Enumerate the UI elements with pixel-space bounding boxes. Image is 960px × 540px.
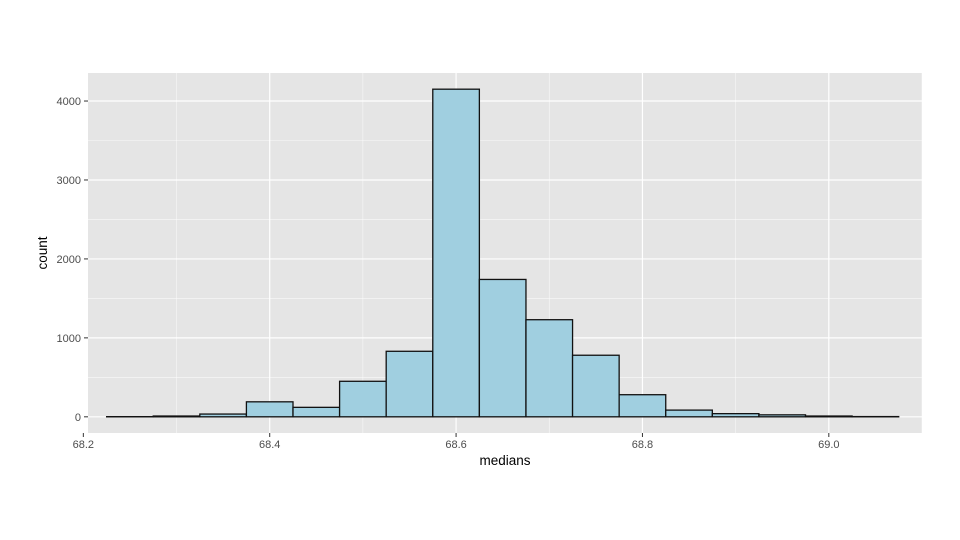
y-tick-label: 2000 xyxy=(57,254,81,266)
histogram-bar xyxy=(292,406,341,418)
x-axis: 68.2 68.4 68.6 68.8 69.0 xyxy=(73,433,840,451)
x-axis-title: medians xyxy=(479,453,530,468)
histogram-bar xyxy=(385,350,434,418)
x-tick-label: 69.0 xyxy=(818,439,839,451)
histogram-bar xyxy=(432,88,481,418)
histogram-bar xyxy=(478,278,527,418)
histogram-bars xyxy=(105,88,900,418)
x-tick-label: 68.2 xyxy=(73,439,94,451)
histogram-bar xyxy=(618,394,667,418)
histogram-bar xyxy=(525,319,574,418)
histogram-bar xyxy=(571,354,620,418)
histogram-bar xyxy=(338,380,387,418)
y-tick-label: 3000 xyxy=(57,175,81,187)
y-axis-title: count xyxy=(35,236,50,269)
y-axis: 0 1000 2000 3000 4000 xyxy=(57,96,88,424)
histogram-bar xyxy=(665,409,713,418)
x-tick-label: 68.4 xyxy=(259,439,280,451)
x-tick-label: 68.8 xyxy=(632,439,653,451)
histogram-bar xyxy=(152,415,201,418)
y-tick-label: 4000 xyxy=(57,96,81,108)
y-tick-label: 1000 xyxy=(57,333,81,345)
histogram-bar xyxy=(711,413,760,418)
x-tick-label: 68.6 xyxy=(445,439,466,451)
histogram-bar xyxy=(245,401,294,418)
histogram-bar xyxy=(199,413,248,418)
histogram-bar xyxy=(804,415,853,418)
histogram-bar xyxy=(758,414,807,418)
y-tick-label: 0 xyxy=(75,412,81,424)
